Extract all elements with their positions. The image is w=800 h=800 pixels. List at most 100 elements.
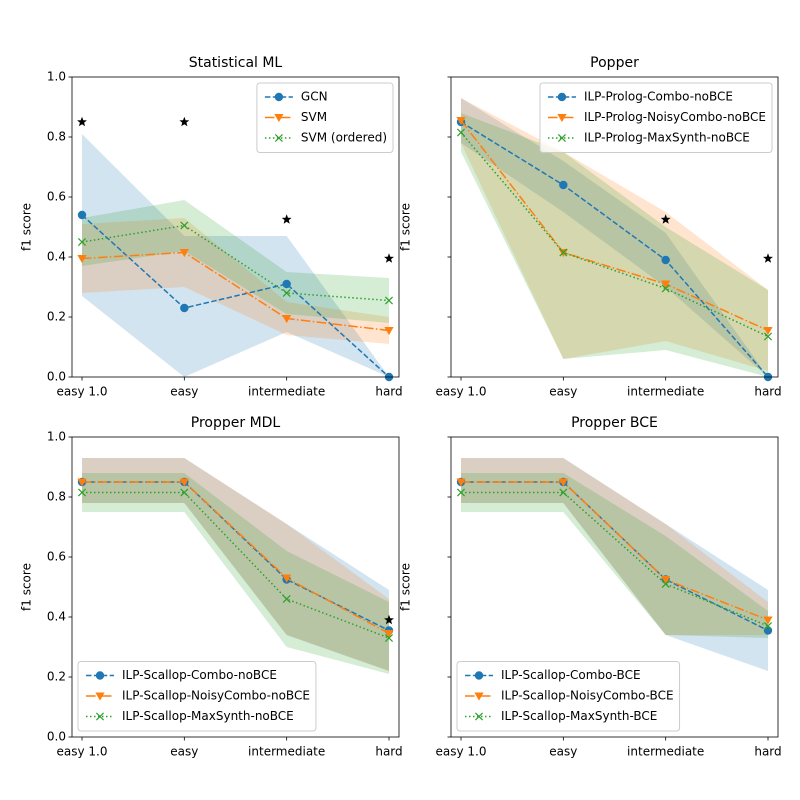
marker [558, 478, 568, 487]
x-tick-label: hard [375, 385, 402, 399]
legend-label: ILP-Scallop-NoisyCombo-BCE [501, 689, 674, 703]
marker [95, 692, 105, 701]
x-tick-label: intermediate [248, 385, 325, 399]
marker [282, 279, 291, 289]
y-tick-label: 0.4 [47, 610, 66, 624]
marker [456, 117, 466, 126]
x-tick-label: easy [549, 385, 577, 399]
band [461, 113, 768, 377]
marker [77, 210, 87, 220]
y-tick-label: 0.6 [47, 550, 66, 564]
y-tick-label: 1.0 [47, 70, 66, 84]
band [461, 98, 768, 377]
band [82, 458, 389, 671]
legend-label: ILP-Scallop-Combo-BCE [501, 668, 641, 682]
band [82, 458, 389, 671]
marker [282, 594, 291, 604]
marker [274, 114, 284, 123]
marker [77, 478, 87, 487]
marker [559, 248, 568, 257]
marker [95, 671, 105, 680]
marker [763, 332, 773, 341]
marker [456, 128, 466, 137]
axes-frame [450, 76, 779, 378]
marker [557, 114, 567, 123]
reference-star [179, 116, 190, 127]
plot-area [461, 98, 768, 377]
subplot: 0.0 0.2 0.4 0.6 0.8 1.0 easy 1.0 easy intermedia… [20, 55, 403, 399]
subplot: easy 1.0 easy intermediate hard f1 score Prop… [399, 415, 782, 759]
legend-box [256, 82, 394, 153]
y-tick-label: 0.0 [47, 730, 66, 744]
marker [661, 576, 671, 585]
marker [274, 133, 283, 143]
marker [77, 488, 87, 497]
marker [180, 303, 189, 313]
subplot: easy 1.0 easy intermediate hard f1 score Popp… [399, 55, 782, 399]
y-tick-label: 0.8 [47, 130, 66, 144]
plot-area [82, 458, 389, 674]
marker [456, 478, 466, 487]
series-line [82, 481, 390, 635]
reference-star [384, 614, 394, 625]
x-tick-label: easy 1.0 [57, 745, 108, 759]
band [82, 134, 389, 377]
subplot-title: Statistical ML [189, 55, 283, 71]
marker [77, 237, 87, 247]
band [82, 473, 389, 674]
legend-label: SVM (ordered) [301, 131, 387, 145]
band [82, 200, 389, 323]
y-tick-label: 0.0 [47, 370, 66, 384]
legend-label: ILP-Scallop-MaxSynth-noBCE [122, 709, 294, 723]
legend-label: ILP-Prolog-NoisyCombo-noBCE [584, 110, 766, 124]
legend-label: ILP-Prolog-MaxSynth-noBCE [584, 131, 750, 145]
x-tick-label: hard [754, 745, 781, 759]
band [82, 218, 389, 344]
legend-label: ILP-Scallop-MaxSynth-BCE [501, 709, 657, 723]
y-tick-label: 0.4 [47, 250, 66, 264]
marker [180, 221, 189, 230]
marker [95, 712, 105, 721]
marker [559, 180, 568, 190]
y-tick-label: 0.2 [47, 670, 66, 684]
reference-star [763, 253, 773, 263]
series-line [461, 481, 769, 621]
y-axis-label: f1 score [399, 203, 413, 251]
subplot-title: Propper BCE [571, 415, 658, 431]
marker [179, 249, 189, 258]
legend-label: SVM [301, 110, 327, 124]
y-tick-label: 0.8 [47, 490, 66, 504]
y-tick-label: 1.0 [47, 430, 66, 444]
reference-star [77, 116, 87, 127]
x-tick-label: easy [549, 745, 577, 759]
reference-star [660, 214, 671, 224]
marker [456, 488, 466, 497]
band [461, 458, 768, 671]
marker [474, 671, 484, 680]
legend-label: ILP-Prolog-Combo-noBCE [584, 90, 733, 104]
marker [661, 280, 671, 289]
marker [180, 488, 189, 497]
legend-box [77, 661, 317, 732]
legend-box [456, 661, 681, 732]
legend: GCN SVM SVM (ordered) [256, 82, 394, 153]
marker [179, 478, 189, 487]
band [461, 98, 768, 371]
legend: ILP-Scallop-Combo-noBCE ILP-Scallop-Noisy… [77, 661, 317, 732]
legend: ILP-Prolog-Combo-noBCE ILP-Prolog-NoisyCo… [539, 82, 773, 153]
marker [474, 692, 484, 701]
marker [384, 327, 394, 336]
x-tick-label: hard [375, 745, 402, 759]
x-tick-label: intermediate [627, 745, 704, 759]
marker [274, 92, 284, 102]
marker [559, 488, 568, 497]
series-line [81, 251, 390, 332]
y-axis-label: f1 score [20, 203, 34, 251]
series-line [460, 121, 769, 378]
legend-label: GCN [301, 90, 328, 104]
marker [661, 255, 670, 265]
x-tick-label: easy [170, 385, 198, 399]
legend-box [539, 82, 773, 153]
y-tick-label: 0.2 [47, 310, 66, 324]
